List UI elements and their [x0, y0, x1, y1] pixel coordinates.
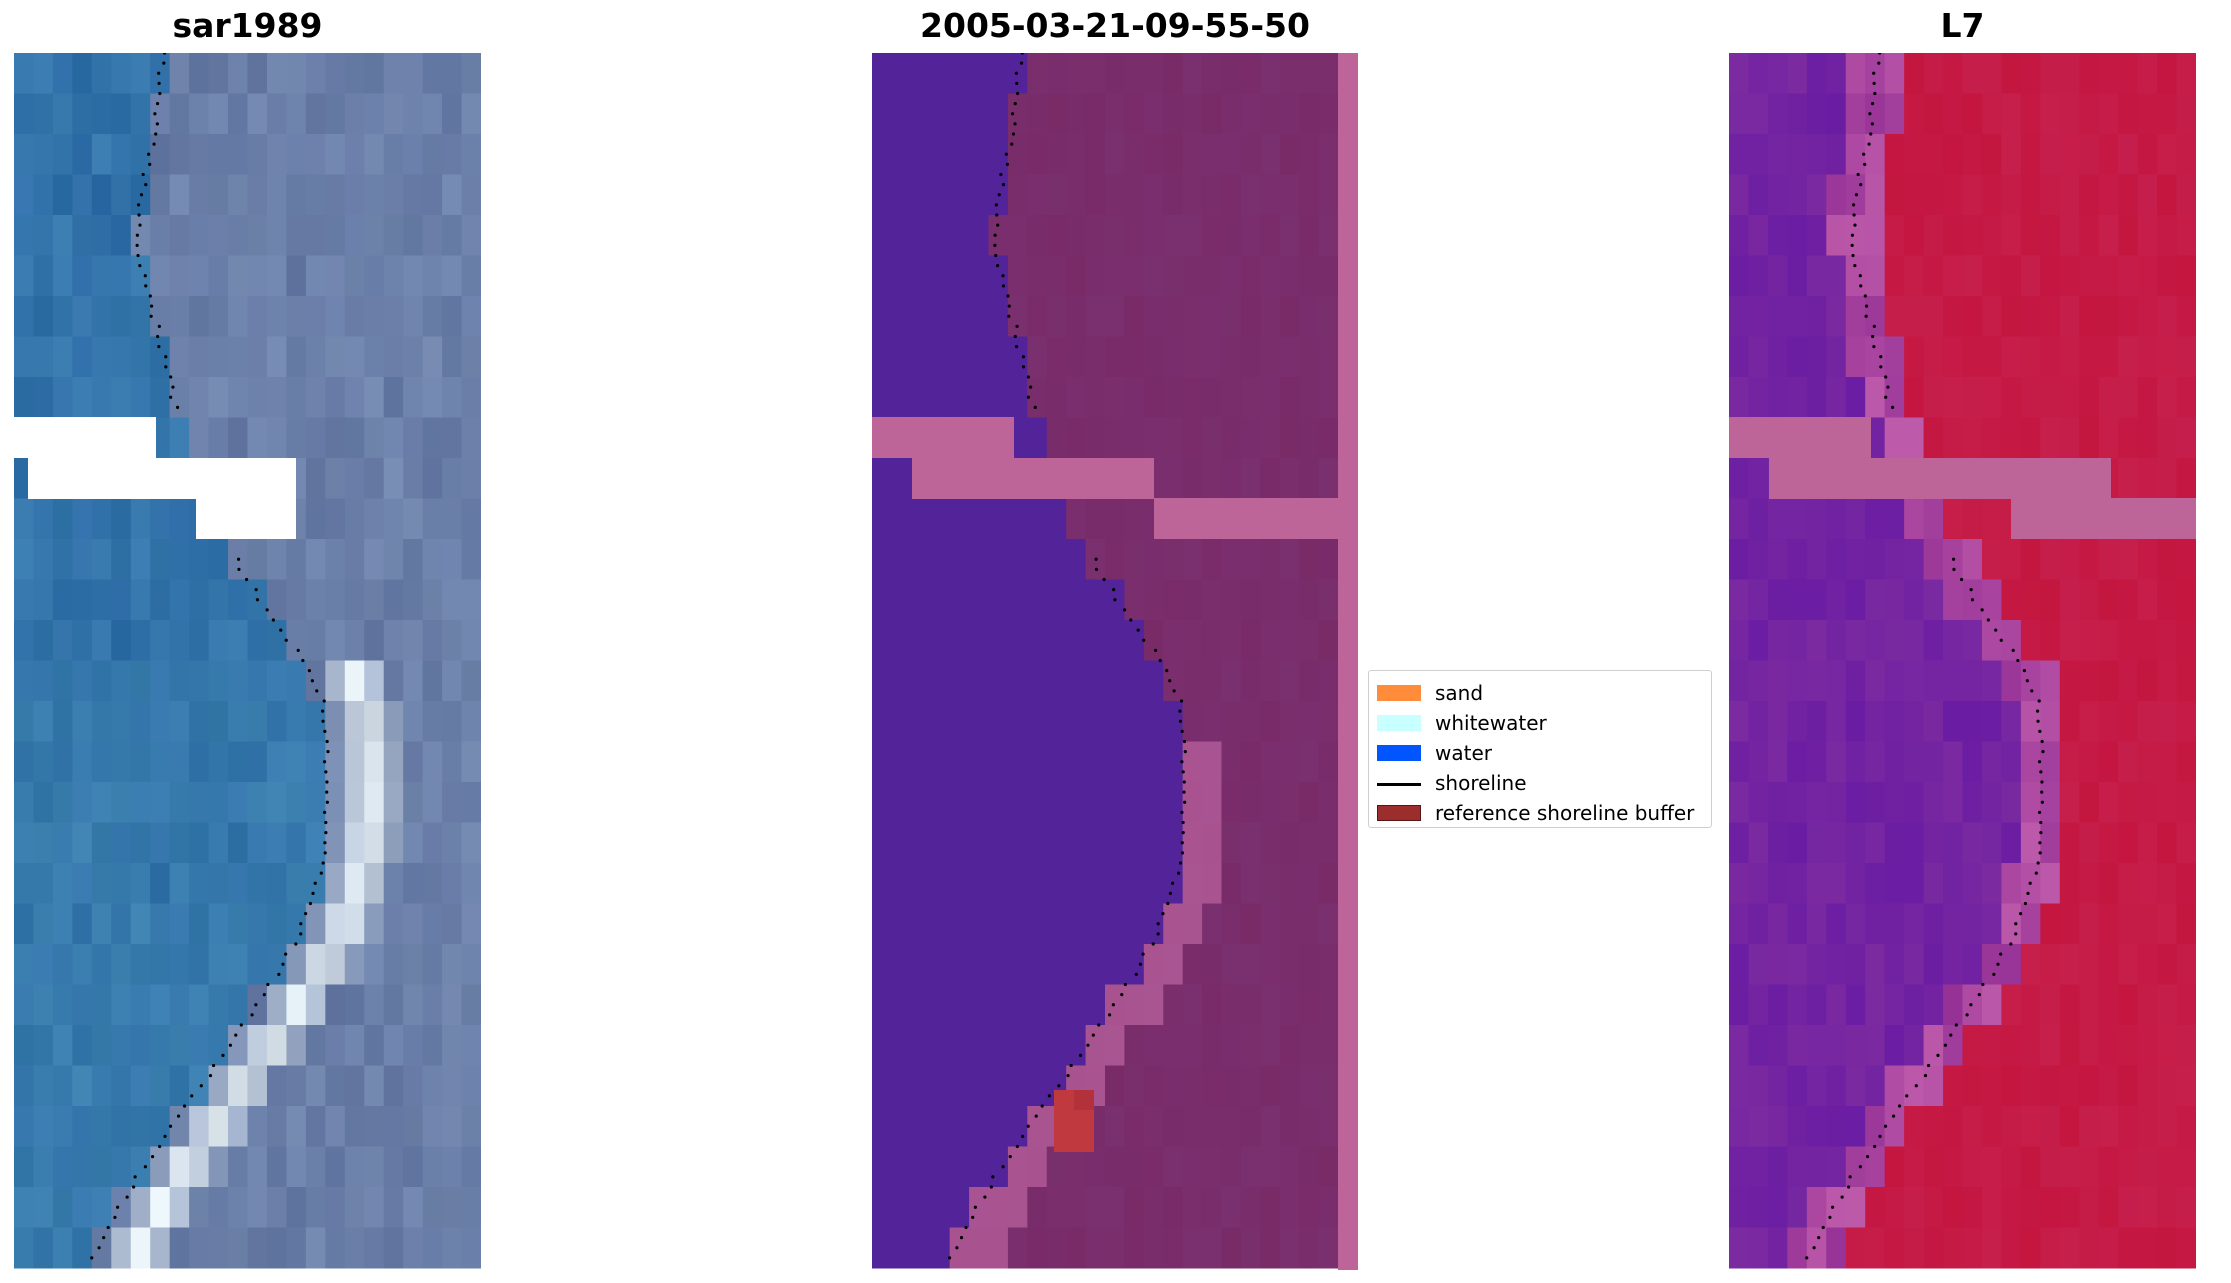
legend-item-water: water [1369, 739, 1711, 769]
whitewater-swatch [1377, 715, 1421, 731]
reference-buffer-swatch [1377, 805, 1421, 821]
water-index-image [1729, 53, 2196, 1269]
legend-label: sand [1435, 681, 1484, 705]
satellite-rgb-image [14, 53, 481, 1269]
legend-item-shoreline: shoreline [1369, 769, 1711, 799]
legend-label: reference shoreline buffer [1435, 801, 1695, 825]
shoreline-dots [90, 53, 330, 1260]
panel-title-rgb: sar1989 [172, 6, 323, 45]
shoreline-line-marker [1377, 783, 1421, 786]
legend-label: shoreline [1435, 771, 1527, 795]
legend: sand whitewater water shoreline referenc… [1368, 670, 1712, 828]
water-swatch [1377, 745, 1421, 761]
panel-title-classified: 2005-03-21-09-55-50 [920, 6, 1310, 45]
shoreline-dots [947, 53, 1187, 1260]
classified-image [872, 53, 1358, 1270]
legend-label: whitewater [1435, 711, 1547, 735]
legend-item-reference-shoreline-buffer: reference shoreline buffer [1369, 799, 1711, 829]
sand-swatch [1377, 685, 1421, 701]
legend-label: water [1435, 741, 1492, 765]
legend-item-whitewater: whitewater [1369, 709, 1711, 739]
panel-title-index: L7 [1940, 6, 1985, 45]
legend-item-sand: sand [1369, 679, 1711, 709]
shoreline-dots [1805, 53, 2045, 1260]
